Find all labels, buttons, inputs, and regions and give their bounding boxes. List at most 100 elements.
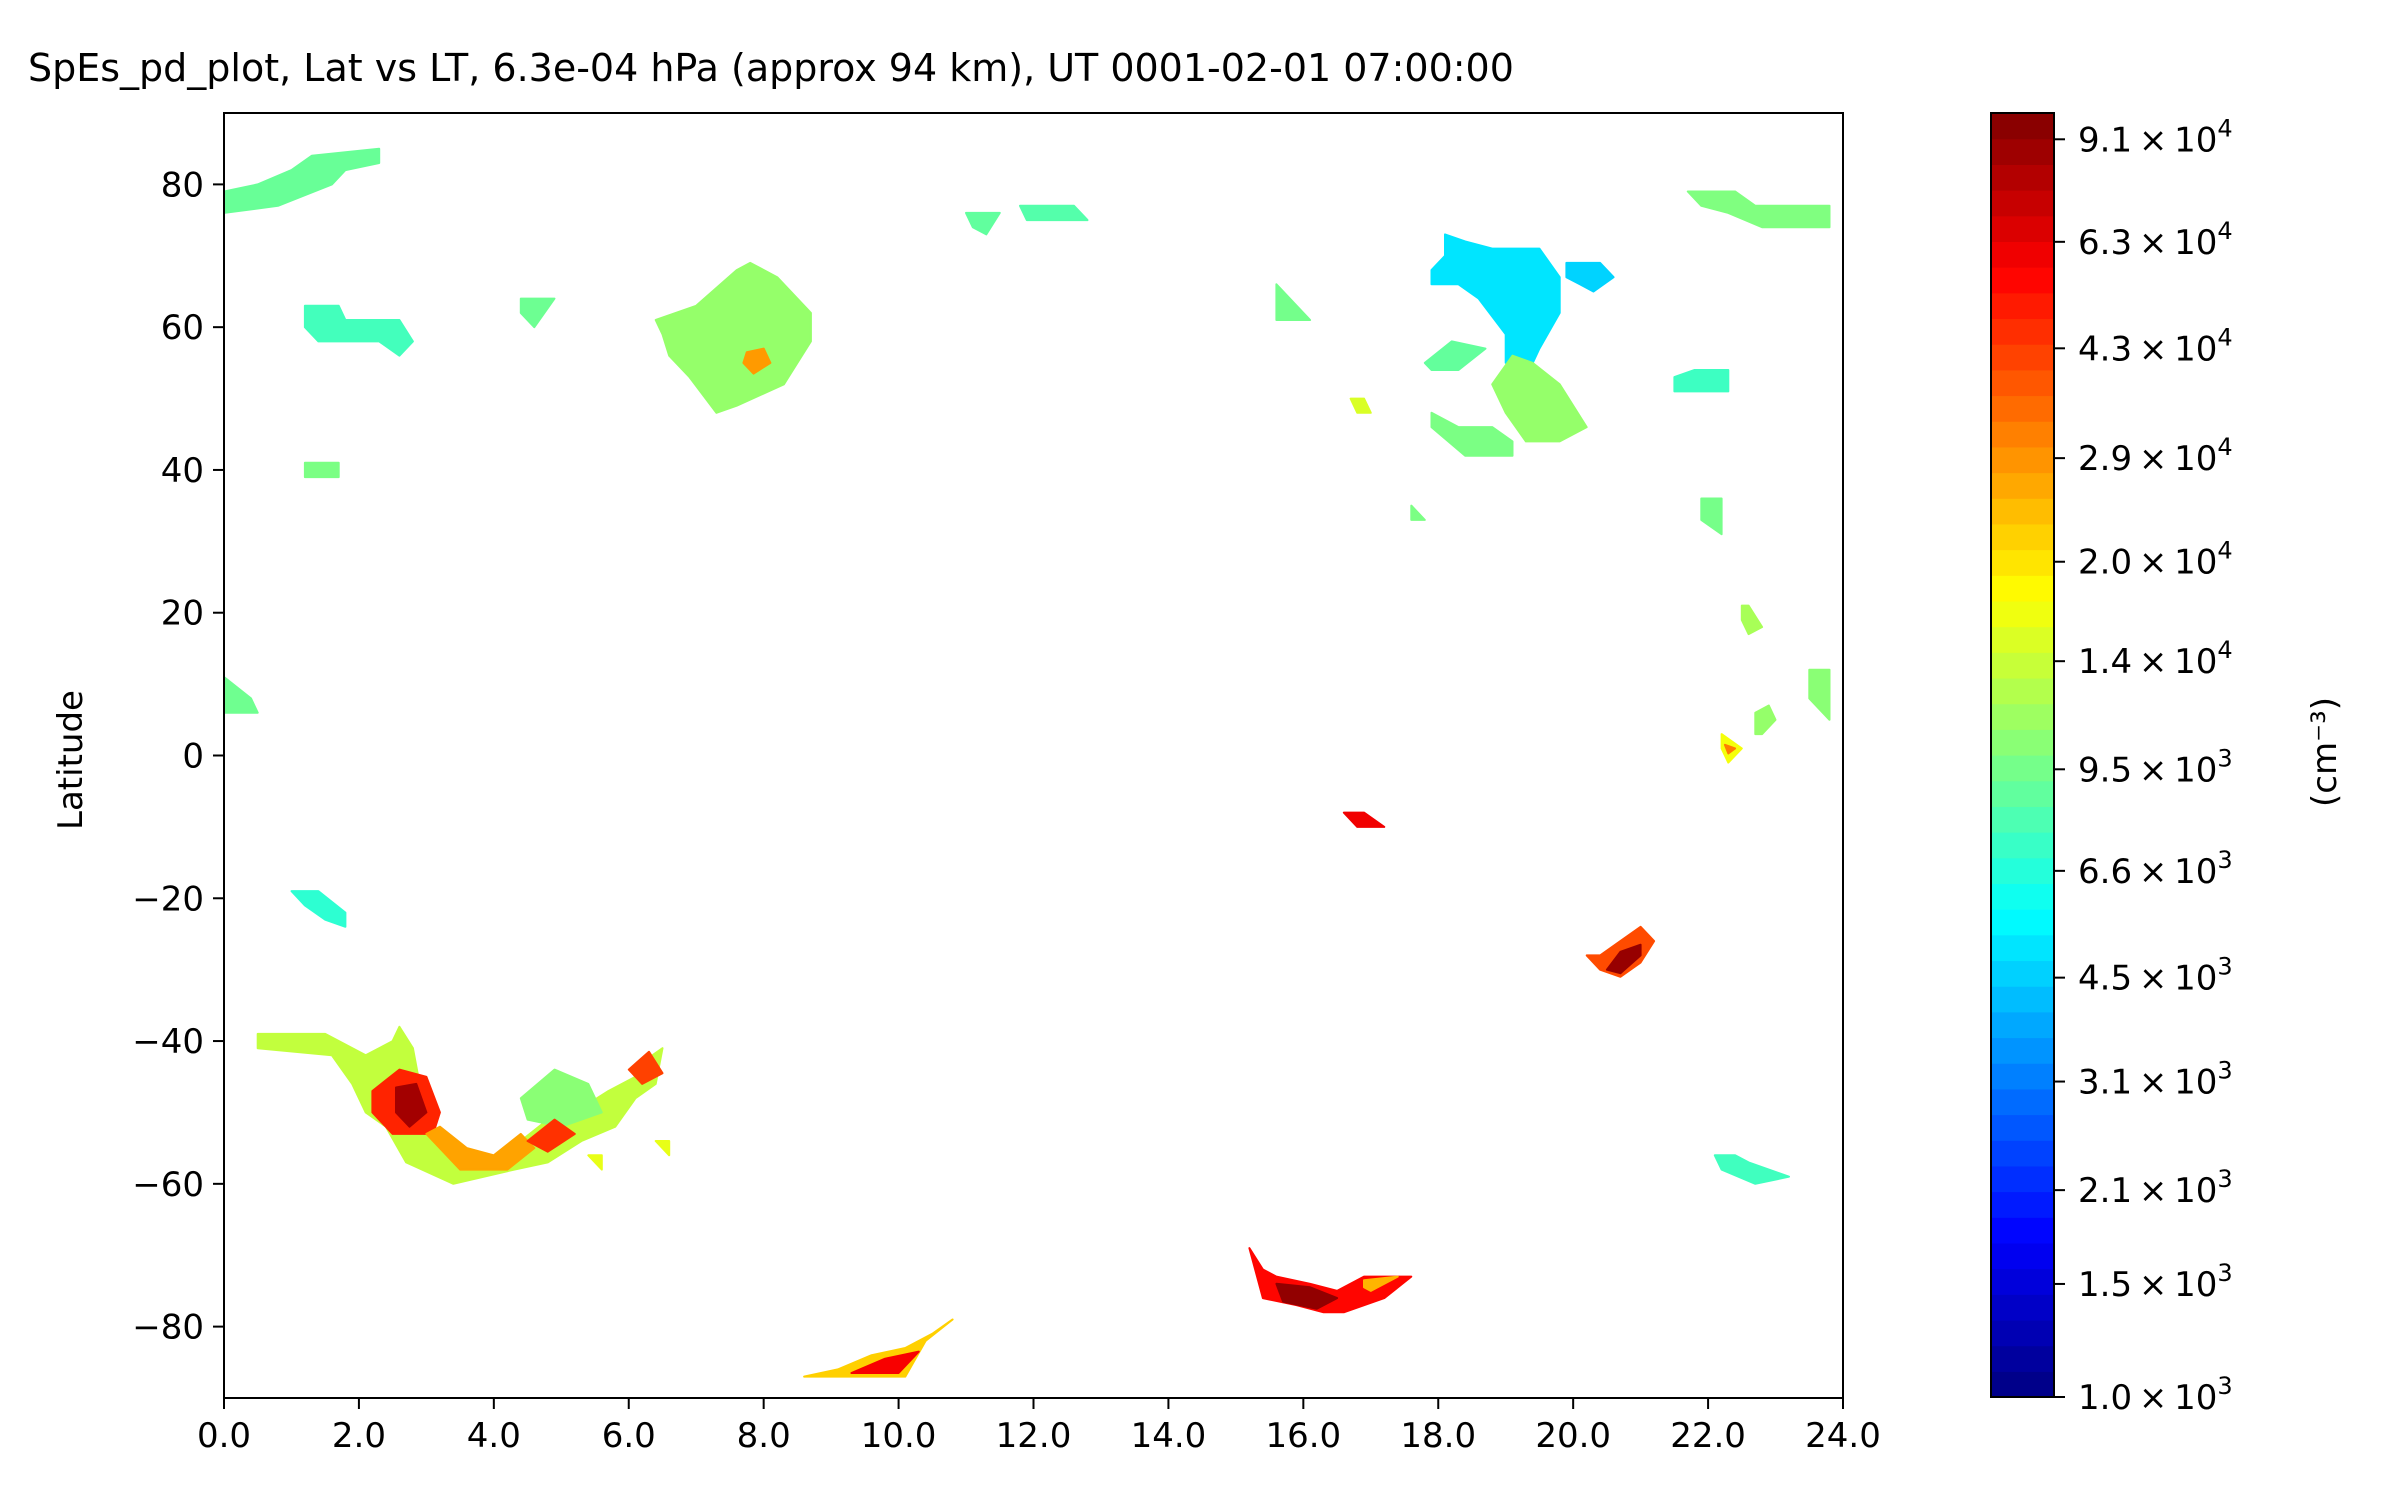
contour-region-sh-9-10h-core <box>850 1350 920 1374</box>
colorbar-band <box>1991 1268 2054 1295</box>
colorbar-band <box>1991 421 2054 448</box>
contour-region-nh-22h-4 <box>1754 704 1777 736</box>
contour-region-nh-19h-green <box>1491 354 1588 443</box>
contour-region-sh-3-4h-edge <box>425 1125 536 1171</box>
contour-region-nh-arc-0-5h <box>224 147 381 214</box>
colorbar-band <box>1991 780 2054 807</box>
colorbar-band <box>1991 1242 2054 1270</box>
contour-region-nh-22h-52 <box>1673 369 1730 393</box>
contour-region-nh-22-23h-76 <box>1686 190 1831 229</box>
contour-region-nh-8h-core <box>742 347 772 375</box>
colorbar-band <box>1991 575 2054 602</box>
chart-title: SpEs_pd_plot, Lat vs LT, 6.3e-04 hPa (ap… <box>28 46 1514 90</box>
colorbar-band <box>1991 1063 2054 1090</box>
y-tick-label: −20 <box>132 879 204 919</box>
y-tick-label: 60 <box>161 308 204 348</box>
axes: 0.0 2.0 4.0 6.0 8.0 10.0 12.0 14.0 16.0 18.0 20.0 2… <box>132 112 1881 1456</box>
colorbar-tick-label: 6.3 × 104 <box>2078 217 2233 263</box>
colorbar-frame <box>1990 112 2055 1398</box>
contour-region-sh-6h-core <box>627 1050 664 1085</box>
colorbar-band <box>1991 729 2054 756</box>
colorbar-tick-label: 9.5 × 103 <box>2078 744 2233 790</box>
plot-area <box>224 147 1831 1378</box>
colorbar-band <box>1991 1088 2054 1116</box>
contour-region-nh-18h-56 <box>1423 340 1487 371</box>
colorbar-band <box>1991 498 2054 525</box>
colorbar-band <box>1991 703 2054 730</box>
contour-region-nh-8h-blob <box>654 261 812 414</box>
x-tick-label: 6.0 <box>602 1416 656 1456</box>
colorbar-band <box>1991 1294 2054 1321</box>
x-tick-label: 8.0 <box>737 1416 791 1456</box>
y-tick-label: −60 <box>132 1165 204 1205</box>
contour-region-sh-6-7h-54 <box>654 1140 671 1157</box>
colorbar-band <box>1991 549 2054 576</box>
colorbar-band <box>1991 1371 2054 1398</box>
contour-region-nh-22-23h-19 <box>1740 604 1764 636</box>
x-tick-label: 4.0 <box>467 1416 521 1456</box>
contour-region-nh-23h-8 <box>1808 668 1831 721</box>
colorbar-band <box>1991 934 2054 962</box>
colorbar-band <box>1991 652 2054 679</box>
contour-region-sh-5h-48 <box>519 1068 603 1128</box>
colorbar: 1.0 × 103 1.5 × 103 2.1 × 103 3.1 × 103 4.5 … <box>1990 112 2233 1418</box>
y-tick-label: 80 <box>161 165 204 205</box>
x-tick-label: 2.0 <box>332 1416 386 1456</box>
colorbar-band <box>1991 1345 2054 1372</box>
colorbar-band <box>1991 138 2054 165</box>
colorbar-band <box>1991 292 2054 320</box>
contour-region-nh-1-5h-40 <box>303 461 340 479</box>
colorbar-band <box>1991 523 2054 551</box>
contour-region-eq-22h-1-core <box>1723 743 1737 755</box>
x-tick-label: 0.0 <box>197 1416 251 1456</box>
x-tick-label: 20.0 <box>1535 1416 1611 1456</box>
colorbar-tick-label: 6.6 × 103 <box>2078 846 2233 892</box>
contour-region-nh-11h-74 <box>965 211 1001 236</box>
colorbar-band <box>1991 1114 2054 1141</box>
x-tick-label: 24.0 <box>1805 1416 1881 1456</box>
contour-region-sh-5-6h-57 <box>587 1154 603 1171</box>
y-tick-label: 0 <box>182 737 204 777</box>
colorbar-band <box>1991 755 2054 782</box>
colorbar-band <box>1991 1191 2054 1218</box>
colorbar-tick-label: 1.0 × 103 <box>2078 1372 2233 1418</box>
colorbar-band <box>1991 960 2054 987</box>
x-tick-label: 12.0 <box>996 1416 1072 1456</box>
colorbar-band <box>1991 267 2054 294</box>
colorbar-band <box>1991 113 2054 140</box>
colorbar-band <box>1991 832 2054 859</box>
contour-region-sh-1h-22 <box>290 890 347 928</box>
colorbar-band <box>1991 446 2054 474</box>
contour-region-nh-20h-blue <box>1565 261 1615 293</box>
contour-region-nh-4-5h-62 <box>519 297 556 329</box>
colorbar-band <box>1991 806 2054 833</box>
colorbar-band <box>1991 1217 2054 1244</box>
contour-region-sh-17h-74-edge <box>1363 1275 1399 1292</box>
colorbar-band <box>1991 909 2054 936</box>
contour-region-nh-17-8h-34 <box>1410 504 1426 521</box>
y-tick-label: −80 <box>132 1308 204 1348</box>
contour-region-nh-12h-76 <box>1019 204 1089 222</box>
colorbar-band <box>1991 1140 2054 1167</box>
colorbar-band <box>1991 318 2054 345</box>
colorbar-band <box>1991 215 2054 242</box>
colorbar-band <box>1991 1011 2054 1039</box>
colorbar-band <box>1991 1037 2054 1064</box>
colorbar-tick-label: 1.4 × 104 <box>2078 636 2233 682</box>
x-tick-label: 14.0 <box>1131 1416 1207 1456</box>
contour-region-nh-22h-33 <box>1700 497 1723 536</box>
y-axis-label: Latitude <box>51 690 91 830</box>
colorbar-band <box>1991 677 2054 705</box>
colorbar-tick-label: 3.1 × 103 <box>2078 1057 2233 1103</box>
colorbar-band <box>1991 1319 2054 1347</box>
y-tick-label: 20 <box>161 594 204 634</box>
colorbar-band <box>1991 190 2054 217</box>
contour-region-nh-18h-45 <box>1430 411 1514 457</box>
colorbar-tick-label: 9.1 × 104 <box>2078 114 2233 160</box>
colorbar-band <box>1991 395 2054 422</box>
contour-region-sh-20-21h-28-core <box>1605 943 1642 975</box>
colorbar-band <box>1991 857 2054 884</box>
contour-region-sh-15-17h-core <box>1275 1282 1339 1310</box>
colorbar-band <box>1991 986 2054 1013</box>
